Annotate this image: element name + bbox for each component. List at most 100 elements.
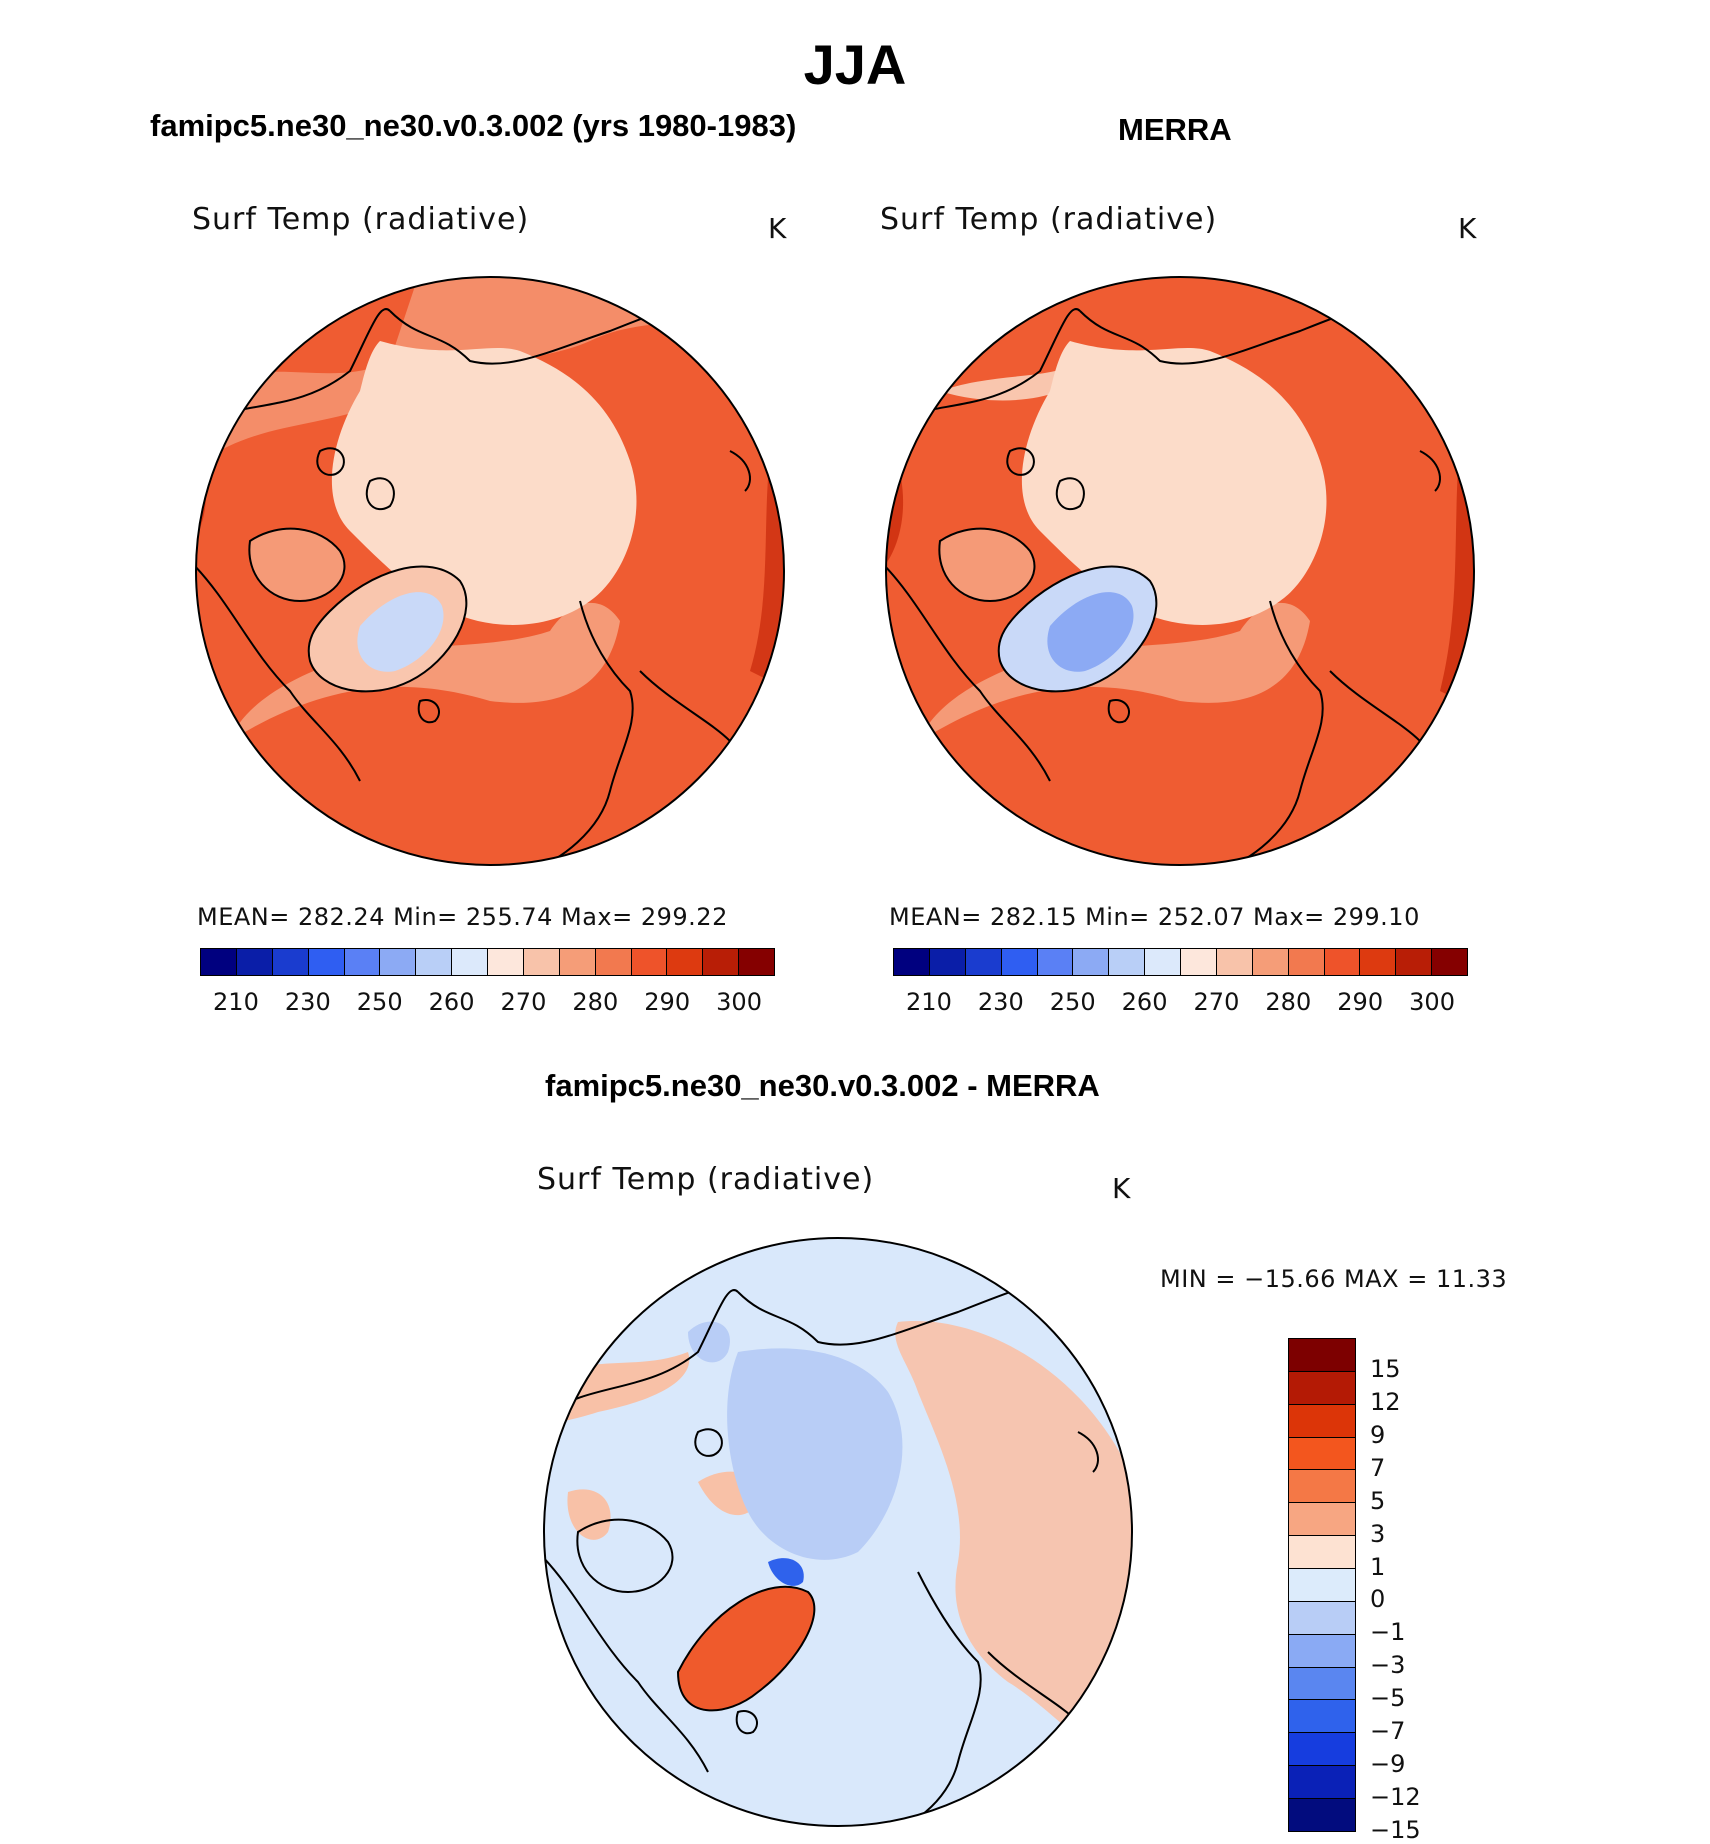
colorbar-swatch [1289, 1569, 1355, 1602]
colorbar-tick-label: 250 [356, 988, 403, 1016]
colorbar-swatch [631, 949, 668, 975]
colorbar-swatch [1252, 949, 1289, 975]
model-units: K [768, 212, 787, 245]
colorbar-level-label: 5 [1370, 1486, 1386, 1515]
colorbar-tick-label: 230 [977, 988, 1024, 1016]
colorbar-level-label: −1 [1370, 1618, 1406, 1647]
colorbar-swatch [1360, 949, 1397, 975]
colorbar-level-label: 7 [1370, 1453, 1386, 1482]
colorbar-tick-label: 290 [1337, 988, 1384, 1016]
colorbar-swatch [1289, 1601, 1355, 1635]
colorbar-swatch [1145, 949, 1181, 975]
diff-colorbar [1288, 1338, 1356, 1832]
colorbar-tick-label: 280 [1265, 988, 1312, 1016]
obs-canada-region [939, 528, 1035, 601]
colorbar-swatch [1289, 1700, 1355, 1734]
colorbar-swatch [452, 949, 488, 975]
colorbar-level-label: −3 [1370, 1651, 1406, 1680]
colorbar-swatch [1289, 1437, 1355, 1471]
colorbar-swatch [272, 949, 309, 975]
colorbar-swatch [308, 949, 345, 975]
colorbar-swatch [1289, 1667, 1355, 1701]
colorbar-swatch [1289, 1634, 1355, 1668]
colorbar-tick-label: 280 [572, 988, 619, 1016]
colorbar-swatch [1289, 1503, 1355, 1537]
colorbar-swatch [595, 949, 632, 975]
colorbar-swatch [1109, 949, 1146, 975]
colorbar-tick-label: 210 [213, 988, 259, 1016]
colorbar-swatch [1289, 1536, 1355, 1570]
obs-panel-title: MERRA [1118, 112, 1232, 147]
colorbar-swatch [1289, 1470, 1355, 1504]
colorbar-swatch [1037, 949, 1074, 975]
colorbar-swatch [1073, 949, 1110, 975]
season-title: JJA [803, 33, 907, 96]
obs-map-border [885, 276, 1475, 866]
colorbar-swatch [1289, 1404, 1355, 1438]
colorbar-swatch [1432, 949, 1467, 975]
colorbar-swatch [965, 949, 1002, 975]
colorbar-swatch [380, 949, 417, 975]
diff-minmax: MIN = −15.66 MAX = 11.33 [1160, 1265, 1508, 1293]
colorbar-tick-label: 260 [428, 988, 475, 1016]
colorbar-tick-label: 300 [716, 988, 762, 1016]
colorbar-swatch [201, 949, 237, 975]
colorbar-level-label: 3 [1370, 1519, 1386, 1548]
colorbar-level-label: −7 [1370, 1717, 1406, 1746]
model-polar-map [195, 276, 785, 866]
colorbar-level-label: −9 [1370, 1750, 1406, 1779]
colorbar-swatch [1181, 949, 1217, 975]
colorbar-swatch [344, 949, 381, 975]
diff-baffin-negative [768, 1558, 804, 1586]
model-panel-title: famipc5.ne30_ne30.v0.3.002 (yrs 1980-198… [150, 108, 797, 143]
diff-map-border [543, 1237, 1133, 1827]
colorbar-tick-label: 230 [284, 988, 331, 1016]
colorbar-swatch [1288, 949, 1325, 975]
diff-arctic-negative [727, 1348, 903, 1560]
colorbar-swatch [739, 949, 774, 975]
colorbar-swatch [236, 949, 273, 975]
colorbar-swatch [416, 949, 453, 975]
diff-units: K [1112, 1172, 1131, 1205]
colorbar-level-label: 15 [1370, 1354, 1401, 1383]
obs-stats: MEAN= 282.15 Min= 252.07 Max= 299.10 [889, 903, 1420, 931]
diff-alaska-positive [567, 1489, 611, 1540]
model-map-border [195, 276, 785, 866]
model-colorbar [200, 948, 775, 976]
colorbar-swatch [1324, 949, 1361, 975]
colorbar-swatch [559, 949, 596, 975]
colorbar-level-label: 9 [1370, 1420, 1386, 1449]
obs-greenland-core [1047, 592, 1134, 672]
colorbar-swatch [523, 949, 560, 975]
colorbar-swatch [1216, 949, 1253, 975]
diff-variable-name: Surf Temp (radiative) [537, 1162, 875, 1197]
diff-eurasia-positive [895, 1321, 1132, 1756]
colorbar-tick-label: 210 [906, 988, 952, 1016]
diff-greenland-positive [678, 1586, 815, 1711]
colorbar-tick-label: 260 [1121, 988, 1168, 1016]
colorbar-swatch [1289, 1339, 1355, 1372]
colorbar-swatch [667, 949, 704, 975]
colorbar-swatch [703, 949, 740, 975]
colorbar-swatch [1289, 1799, 1355, 1831]
colorbar-level-label: 0 [1370, 1585, 1386, 1614]
colorbar-tick-label: 270 [500, 988, 547, 1016]
colorbar-level-label: −15 [1370, 1816, 1421, 1844]
colorbar-level-label: 12 [1370, 1387, 1401, 1416]
colorbar-swatch [1001, 949, 1038, 975]
obs-colorbar [893, 948, 1468, 976]
colorbar-tick-label: 250 [1049, 988, 1096, 1016]
model-mid-region [196, 277, 784, 471]
model-greenland-ice [357, 592, 444, 672]
model-stats: MEAN= 282.24 Min= 255.74 Max= 299.22 [197, 903, 728, 931]
colorbar-level-label: −5 [1370, 1684, 1406, 1713]
colorbar-swatch [1289, 1766, 1355, 1800]
diff-polar-map [543, 1237, 1133, 1827]
obs-polar-map [885, 276, 1475, 866]
colorbar-level-label: −12 [1370, 1783, 1421, 1812]
model-canada-region [249, 528, 345, 601]
colorbar-tick-label: 270 [1193, 988, 1240, 1016]
colorbar-swatch [1396, 949, 1433, 975]
colorbar-swatch [1289, 1733, 1355, 1767]
